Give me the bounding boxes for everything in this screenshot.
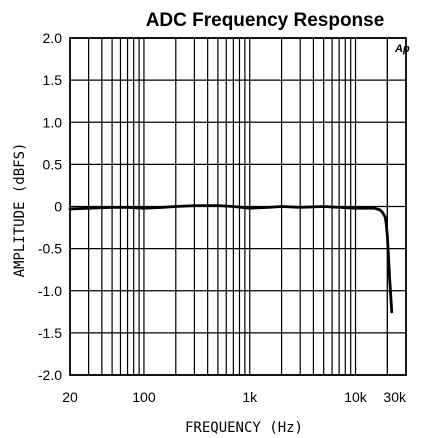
x-tick-label: 1k [242,389,258,405]
plot-frame [69,37,407,376]
x-axis-label: FREQUENCY (Hz) [185,420,303,436]
y-tick-label: 2.0 [43,30,63,46]
x-tick-label: 20 [62,389,78,405]
y-tick-label: 1.0 [43,114,63,130]
y-axis-label: AMPLITUDE (dBFS) [12,143,28,278]
y-tick-label: 0.5 [43,156,63,172]
y-tick-label: -1.5 [38,325,62,341]
plot-border [69,37,407,376]
x-tick-label: 10k [344,389,368,405]
series-line-0 [68,204,394,314]
y-tick-label: 1.5 [43,72,63,88]
y-tick-label: -0.5 [38,241,62,257]
y-tick-label: -2.0 [38,367,62,383]
y-tick-label: 0 [54,199,62,215]
y-tick-label: -1.0 [38,283,62,299]
series-layer [68,204,394,314]
x-tick-label: 30k [383,389,407,405]
y-tick-labels: 2.0 1.5 1.0 0.5 0 -0.5 -1.0 -1.5 -2.0 [38,30,62,383]
x-tick-labels: 20 100 1k 10k 30k [62,389,407,405]
ap-badge: Ap [394,43,410,55]
x-tick-label: 100 [132,389,156,405]
chart-title: ADC Frequency Response [146,10,385,31]
